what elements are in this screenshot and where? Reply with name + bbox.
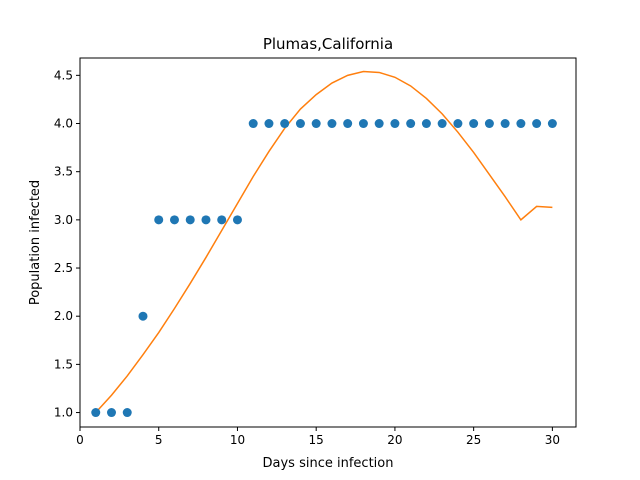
data-point [248, 119, 258, 129]
x-tick-label: 30 [545, 433, 560, 447]
y-tick-label: 4.0 [54, 117, 73, 131]
data-point [358, 119, 368, 129]
data-point [169, 215, 179, 225]
data-point [91, 408, 101, 418]
data-point [217, 215, 227, 225]
data-point [106, 408, 116, 418]
y-tick-label: 2.0 [54, 309, 73, 323]
data-point [484, 119, 494, 129]
data-point [469, 119, 479, 129]
data-point [122, 408, 132, 418]
plot-frame [79, 57, 577, 428]
x-tick-label: 20 [387, 433, 402, 447]
y-tick-label: 1.0 [54, 406, 73, 420]
y-axis: 1.0 1.5 2.0 2.5 3.0 3.5 4.0 4.5 [54, 68, 80, 420]
data-point [154, 215, 164, 225]
y-tick-label: 2.5 [54, 261, 73, 275]
data-point [453, 119, 463, 129]
data-point [280, 119, 290, 129]
x-tick-label: 10 [230, 433, 245, 447]
data-point [421, 119, 431, 129]
data-point [406, 119, 416, 129]
y-tick-label: 3.5 [54, 165, 73, 179]
fit-line [95, 70, 553, 414]
data-point [374, 119, 384, 129]
data-point [327, 119, 337, 129]
data-point [295, 119, 305, 129]
data-point [138, 311, 148, 321]
y-tick-label: 1.5 [54, 357, 73, 371]
y-tick-label: 4.5 [54, 68, 73, 82]
data-point [232, 215, 242, 225]
data-point [437, 119, 447, 129]
x-tick-label: 0 [76, 433, 84, 447]
data-point [185, 215, 195, 225]
data-point [201, 215, 211, 225]
data-point [264, 119, 274, 129]
y-tick-label: 3.0 [54, 213, 73, 227]
x-axis-label: Days since infection [263, 456, 394, 471]
x-axis: 0 5 10 15 20 25 30 [76, 427, 560, 447]
data-point [500, 119, 510, 129]
plot-area [91, 70, 557, 418]
chart-title: Plumas,California [263, 35, 393, 53]
data-point [311, 119, 321, 129]
data-point [343, 119, 353, 129]
data-point [532, 119, 542, 129]
data-point [547, 119, 557, 129]
x-tick-label: 15 [309, 433, 324, 447]
data-point [390, 119, 400, 129]
x-tick-label: 5 [155, 433, 163, 447]
x-tick-label: 25 [466, 433, 481, 447]
y-axis-label: Population infected [28, 180, 43, 305]
data-point [516, 119, 526, 129]
